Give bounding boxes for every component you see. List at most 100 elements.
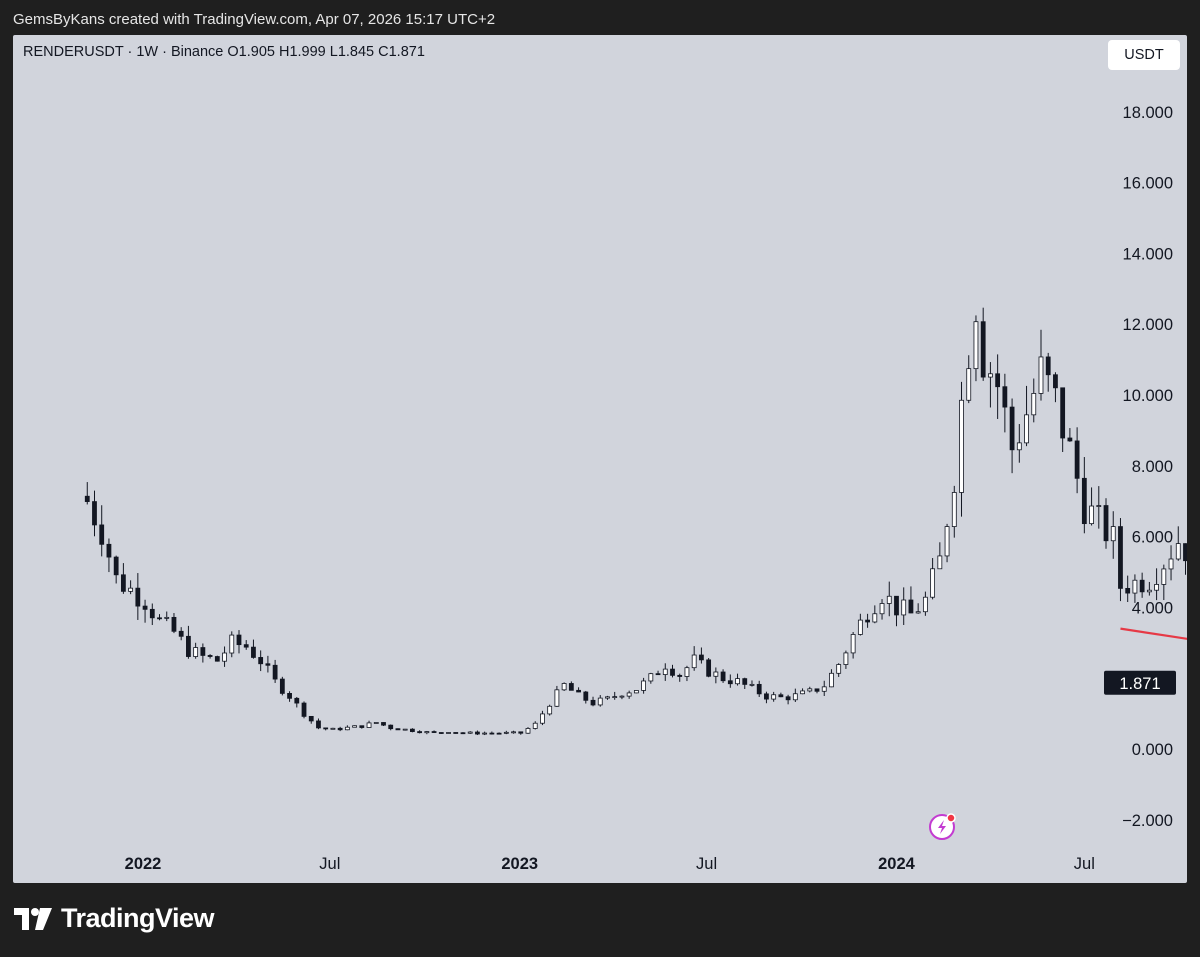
candle-body	[894, 595, 899, 616]
candle-body	[857, 619, 863, 635]
lightning-icon[interactable]	[929, 813, 956, 840]
candle-body	[540, 713, 545, 724]
candle-body	[576, 689, 581, 693]
candle-body	[518, 731, 524, 734]
y-tick-label: 18.000	[1123, 104, 1173, 122]
drawings-group	[1120, 627, 1187, 640]
candle-body	[1183, 543, 1187, 562]
candle-body	[1139, 579, 1145, 593]
candle-body	[988, 373, 993, 378]
candlestick-chart[interactable]: 18.000 16.000 14.000 12.000 10.000 8.000 6.000…	[13, 35, 1187, 883]
candle-body	[308, 715, 314, 722]
candle-body	[930, 568, 936, 598]
candle-body	[373, 722, 379, 724]
candle-body	[424, 731, 430, 734]
candle-body	[1096, 505, 1102, 507]
y-tick-label: 14.000	[1123, 245, 1173, 263]
y-tick-label: −2.000	[1122, 812, 1173, 830]
tradingview-logo-icon	[14, 907, 52, 930]
x-tick-label: Jul	[696, 855, 717, 873]
candle-body	[1074, 440, 1080, 479]
x-tick-label: 2024	[878, 855, 916, 873]
candle-body	[359, 725, 365, 728]
candle-body	[944, 526, 950, 557]
candle-body	[1161, 568, 1167, 585]
candle-body	[547, 705, 553, 715]
candle-body	[251, 646, 256, 658]
candle-body	[619, 695, 625, 698]
y-tick-label: 0.000	[1132, 741, 1173, 759]
candle-body	[1089, 505, 1094, 525]
candle-body	[980, 321, 986, 378]
candle-body	[1024, 414, 1029, 444]
candle-body	[366, 722, 372, 728]
y-tick-label: 10.000	[1123, 387, 1173, 405]
currency-button[interactable]: USDT	[1108, 40, 1180, 70]
candle-body	[243, 644, 249, 648]
candle-body	[120, 574, 126, 592]
candle-body	[482, 732, 488, 735]
candle-body	[1038, 356, 1044, 394]
candle-body	[1103, 505, 1109, 542]
candle-body	[836, 664, 842, 674]
candle-body	[222, 652, 227, 662]
candle-body	[807, 688, 813, 692]
candle-body	[84, 495, 90, 502]
candle-body	[301, 702, 307, 717]
candle-body	[207, 655, 213, 657]
candle-body	[1081, 477, 1087, 525]
candle-body	[843, 652, 849, 665]
y-tick-label: 6.000	[1132, 529, 1173, 547]
candle-body	[113, 556, 119, 576]
candle-body	[648, 673, 654, 682]
candle-body	[92, 501, 97, 526]
x-tick-label: 2022	[125, 855, 162, 873]
candle-body	[106, 543, 112, 558]
candle-body	[764, 693, 769, 700]
candle-body	[1002, 386, 1008, 408]
candle-body	[279, 678, 285, 694]
candle-body	[135, 587, 141, 607]
candle-body	[178, 630, 184, 637]
candle-body	[1146, 589, 1152, 593]
candle-body	[1154, 584, 1159, 591]
candle-body	[713, 671, 719, 677]
candle-body	[850, 634, 856, 654]
candle-body	[294, 697, 300, 704]
candle-body	[951, 492, 957, 527]
candle-body	[323, 727, 329, 730]
candle-body	[1175, 543, 1181, 560]
candle-body	[886, 595, 892, 604]
candle-body	[272, 664, 278, 680]
candle-body	[337, 727, 343, 731]
candle-body	[865, 619, 870, 623]
candle-body	[792, 693, 798, 701]
candle-body	[352, 725, 357, 728]
candle-body	[677, 674, 683, 677]
candle-body	[171, 616, 177, 632]
candle-body	[641, 680, 647, 691]
candle-body	[966, 368, 972, 401]
candle-body	[735, 678, 740, 685]
candle-body	[691, 654, 697, 669]
candle-body	[344, 726, 350, 731]
candle-body	[395, 728, 401, 731]
y-tick-label: 4.000	[1132, 599, 1173, 617]
candle-body	[720, 671, 726, 682]
candle-body	[316, 720, 321, 729]
x-tick-label: Jul	[319, 855, 340, 873]
candle-body	[1053, 374, 1058, 389]
candle-body	[821, 686, 827, 692]
symbol-ohlc-legend: RENDERUSDT · 1W · Binance O1.905 H1.999 …	[23, 44, 425, 60]
candle-body	[265, 663, 271, 666]
candle-body	[460, 732, 466, 735]
candle-body	[128, 587, 134, 592]
candle-body	[417, 731, 423, 734]
candles-group	[84, 307, 1187, 736]
candle-body	[742, 678, 748, 685]
chart-frame[interactable]: 18.000 16.000 14.000 12.000 10.000 8.000 6.000…	[13, 35, 1187, 883]
candle-body	[670, 668, 675, 676]
candle-body	[496, 732, 502, 735]
candle-body	[915, 611, 921, 614]
candle-body	[503, 731, 509, 734]
